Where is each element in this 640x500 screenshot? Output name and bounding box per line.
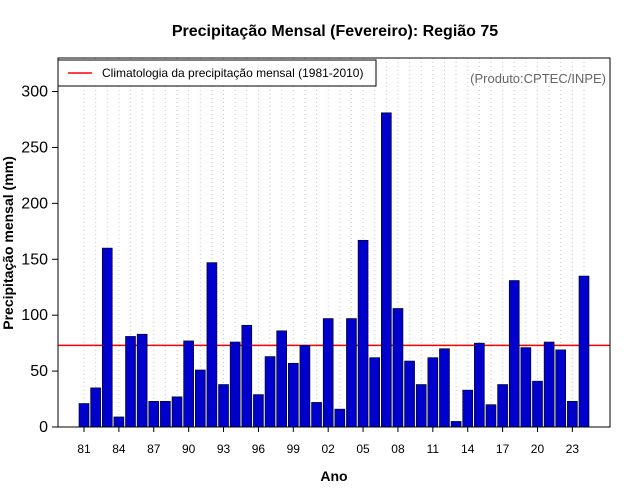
bar-81 (78, 403, 90, 428)
x-tick-label: 96 (252, 442, 266, 456)
bar-05 (357, 239, 369, 428)
bar-90 (183, 340, 194, 428)
x-tick-label: 05 (356, 442, 370, 456)
bar-07 (381, 112, 392, 428)
legend-box (57, 59, 377, 87)
bar-91 (194, 369, 206, 428)
x-tick-label: 87 (147, 442, 161, 456)
x-tick-label: 90 (182, 442, 196, 456)
bar-02 (322, 318, 334, 428)
x-tick-label: 14 (461, 442, 475, 456)
x-axis-label: Ano (320, 468, 347, 484)
bar-92 (206, 262, 218, 428)
y-tick-label: 200 (21, 195, 48, 212)
bar-19 (520, 347, 532, 428)
bar-11 (427, 357, 439, 428)
bar-86 (136, 333, 148, 428)
y-tick-label: 0 (39, 419, 48, 436)
bars (78, 112, 590, 428)
grid-lines (83, 58, 585, 427)
legend: Climatologia da precipitação mensal (198… (57, 59, 377, 87)
bar-17 (497, 384, 508, 428)
x-tick-label: 20 (531, 442, 545, 456)
x-tick-label: 23 (566, 442, 580, 456)
bar-09 (404, 360, 415, 428)
x-tick-label: 08 (391, 442, 405, 456)
bar-87 (148, 400, 160, 428)
bar-95 (241, 324, 253, 428)
bar-98 (276, 330, 287, 428)
bar-24 (578, 275, 590, 428)
bar-23 (567, 400, 578, 428)
bar-04 (346, 318, 357, 428)
y-tick-label: 100 (21, 307, 48, 324)
bar-13 (450, 421, 462, 428)
bar-22 (555, 349, 567, 428)
x-axis: 81 84 87 90 93 96 99 02 05 08 11 14 17 20 23 (77, 427, 579, 456)
bar-97 (264, 356, 276, 428)
bar-94 (229, 341, 241, 428)
bar-06 (369, 357, 380, 428)
bar-93 (218, 384, 229, 428)
y-axis: 0 50 100 150 200 250 300 (21, 84, 58, 436)
bar-15 (474, 342, 485, 428)
chart-title: Precipitação Mensal (Fevereiro): Região … (172, 23, 498, 40)
bar-83 (101, 247, 113, 428)
bar-00 (299, 345, 311, 428)
bar-20 (532, 380, 543, 428)
x-tick-label: 17 (496, 442, 510, 456)
x-tick-label: 93 (217, 442, 231, 456)
x-tick-label: 84 (112, 442, 126, 456)
bar-99 (288, 362, 299, 428)
x-tick-label: 81 (77, 442, 91, 456)
bar-03 (334, 408, 346, 428)
bar-89 (171, 396, 183, 428)
bar-18 (508, 280, 520, 428)
bar-84 (113, 416, 125, 428)
bar-88 (160, 400, 171, 428)
bar-14 (462, 389, 474, 428)
bar-16 (485, 404, 497, 428)
bar-12 (439, 348, 450, 428)
source-note: (Produto:CPTEC/INPE) (470, 71, 606, 86)
y-tick-label: 300 (21, 84, 48, 101)
y-tick-label: 50 (30, 363, 48, 380)
y-tick-label: 150 (21, 251, 48, 268)
bar-82 (90, 387, 101, 428)
plot-frame (57, 57, 611, 428)
bar-85 (125, 336, 136, 428)
x-tick-label: 99 (287, 442, 301, 456)
legend-label: Climatologia da precipitação mensal (198… (102, 66, 363, 80)
x-tick-label: 11 (427, 442, 440, 456)
y-axis-label: Precipitação mensal (mm) (0, 156, 16, 330)
bar-01 (311, 402, 322, 428)
bar-10 (415, 384, 427, 428)
x-tick-label: 02 (322, 442, 336, 456)
bar-21 (543, 341, 555, 428)
y-tick-label: 250 (21, 139, 48, 156)
bar-96 (253, 394, 264, 428)
bar-08 (392, 308, 404, 428)
